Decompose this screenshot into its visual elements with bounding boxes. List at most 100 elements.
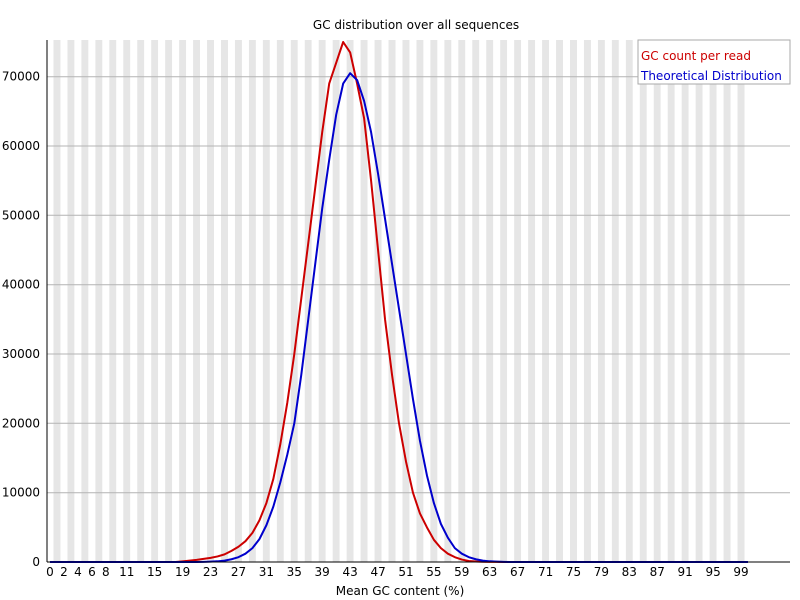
stripe (179, 40, 187, 562)
legend-entry-theoretical: Theoretical Distribution (640, 69, 782, 83)
horizontal-gridlines (47, 76, 790, 494)
stripe (123, 40, 131, 562)
stripe (193, 40, 201, 562)
x-tick-label: 2 (60, 565, 68, 579)
x-tick-label: 43 (342, 565, 357, 579)
stripe (53, 40, 61, 562)
stripe (325, 40, 333, 562)
stripe (549, 40, 557, 562)
stripe (158, 40, 166, 562)
stripe (618, 40, 626, 562)
x-tick-label: 99 (733, 565, 748, 579)
stripe (486, 40, 494, 562)
axes (46, 40, 790, 563)
stripe (458, 40, 466, 562)
stripe (402, 40, 410, 562)
x-tick-label: 0 (46, 565, 54, 579)
stripe (60, 40, 68, 562)
stripe (409, 40, 417, 562)
stripe (172, 40, 180, 562)
x-tick-label: 67 (510, 565, 525, 579)
stripe (214, 40, 222, 562)
stripe (730, 40, 738, 562)
stripe (283, 40, 291, 562)
x-tick-label: 6 (88, 565, 96, 579)
y-tick-label: 40000 (2, 278, 40, 292)
stripe (95, 40, 103, 562)
stripe (611, 40, 619, 562)
x-tick-label: 35 (287, 565, 302, 579)
x-tick-label: 91 (678, 565, 693, 579)
y-tick-label: 70000 (2, 70, 40, 84)
x-tick-label: 47 (370, 565, 385, 579)
stripe (304, 40, 312, 562)
stripe (339, 40, 347, 562)
stripe (395, 40, 403, 562)
stripe (332, 40, 340, 562)
stripe (67, 40, 75, 562)
y-tick-label: 50000 (2, 208, 40, 222)
stripe (542, 40, 550, 562)
stripe (535, 40, 543, 562)
stripe (102, 40, 110, 562)
stripe (311, 40, 319, 562)
stripe (81, 40, 89, 562)
stripe (709, 40, 717, 562)
stripe (137, 40, 145, 562)
stripe (207, 40, 215, 562)
legend: GC count per read Theoretical Distributi… (637, 39, 791, 85)
x-tick-labels: 0 2 4 6 8 11 15 19 23 27 31 35 39 43 47 51 55 59 63 67 71 75 7… (46, 565, 748, 579)
x-tick-label: 83 (622, 565, 637, 579)
stripe (723, 40, 731, 562)
stripe (186, 40, 194, 562)
stripe (165, 40, 173, 562)
stripe (472, 40, 480, 562)
stripe (625, 40, 633, 562)
stripe (681, 40, 689, 562)
stripe (221, 40, 228, 562)
stripe (646, 40, 654, 562)
stripe (353, 40, 361, 562)
stripe (521, 40, 529, 562)
stripe (151, 40, 159, 562)
stripe (479, 40, 487, 562)
stripe (570, 40, 577, 562)
stripe (674, 40, 682, 562)
x-tick-label: 75 (566, 565, 581, 579)
stripe (667, 40, 675, 562)
stripe (430, 40, 438, 562)
x-tick-label: 51 (398, 565, 413, 579)
stripe (367, 40, 375, 562)
y-tick-label: 30000 (2, 347, 40, 361)
stripe (262, 40, 270, 562)
stripe (346, 40, 354, 562)
stripe (227, 40, 235, 562)
stripe (241, 40, 249, 562)
stripe (702, 40, 710, 562)
stripe (744, 40, 752, 562)
stripe (737, 40, 745, 562)
stripe (632, 40, 640, 562)
stripe (109, 40, 117, 562)
y-tick-label: 0 (32, 555, 40, 569)
background-stripes (46, 40, 752, 562)
x-tick-label: 19 (175, 565, 190, 579)
stripe (130, 40, 138, 562)
stripe (465, 40, 473, 562)
stripe (583, 40, 591, 562)
stripe (416, 40, 424, 562)
y-tick-label: 20000 (2, 416, 40, 430)
x-tick-label: 95 (705, 565, 720, 579)
stripe (444, 40, 452, 562)
stripe (374, 40, 382, 562)
y-tick-label: 60000 (2, 139, 40, 153)
stripe (451, 40, 459, 562)
y-tick-labels: 0 10000 20000 30000 40000 50000 60000 70000 (2, 70, 40, 569)
stripe (716, 40, 724, 562)
stripe (255, 40, 263, 562)
stripe (200, 40, 208, 562)
x-tick-label: 4 (74, 565, 82, 579)
stripe (381, 40, 389, 562)
stripe (116, 40, 124, 562)
